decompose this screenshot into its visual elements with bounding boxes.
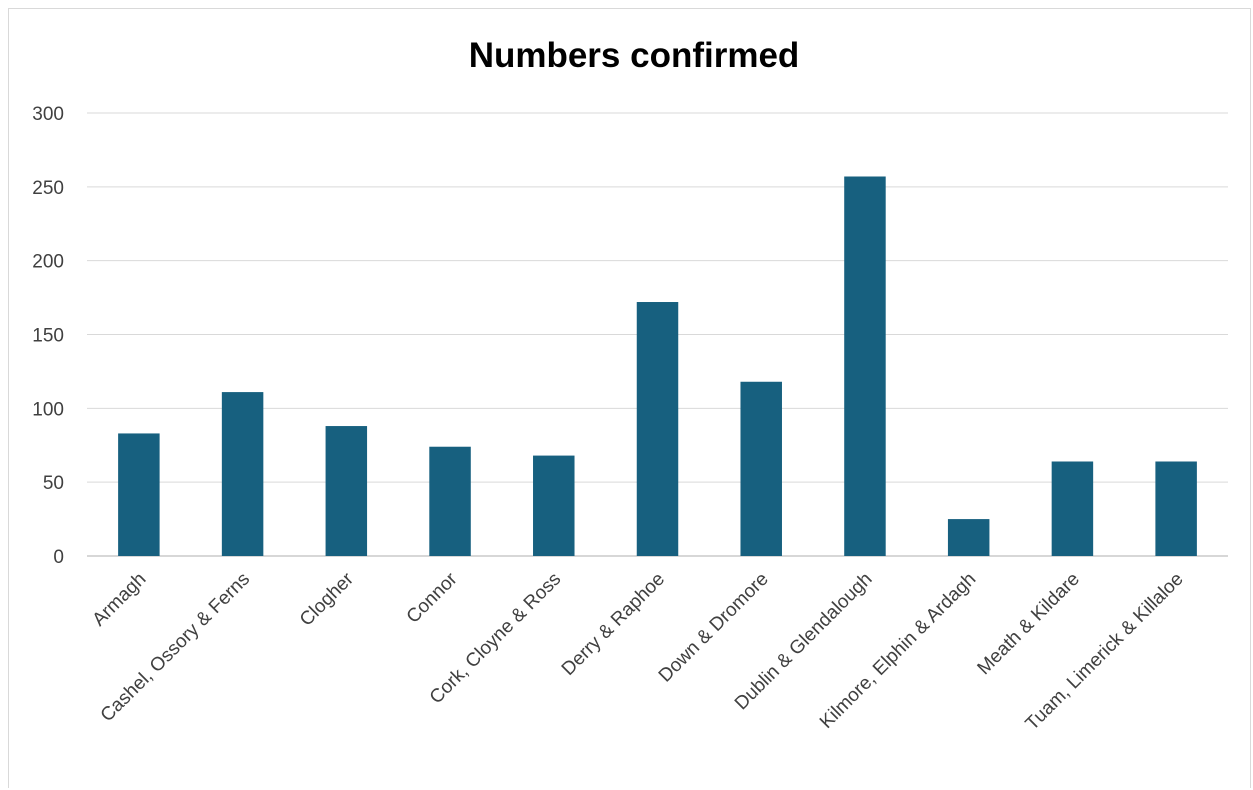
x-tick-label: Derry & Raphoe <box>558 569 669 680</box>
chart-title: Numbers confirmed <box>469 36 800 75</box>
x-tick-label: Clogher <box>296 568 358 630</box>
bar <box>429 446 471 556</box>
y-tick-label: 300 <box>32 104 64 125</box>
y-tick-label: 150 <box>32 326 64 347</box>
bar <box>1051 461 1094 556</box>
x-tick-label: Connor <box>403 568 462 627</box>
bar <box>533 455 575 556</box>
bar <box>1155 461 1197 556</box>
y-tick-label: 250 <box>32 178 64 199</box>
bar <box>325 426 368 556</box>
bar <box>844 176 886 556</box>
x-tick-label: Armagh <box>89 569 151 631</box>
x-tick-label: Down & Dromore <box>655 569 773 687</box>
y-tick-label: 200 <box>32 252 64 273</box>
bar <box>740 381 782 556</box>
bars <box>118 176 1197 556</box>
bar <box>221 392 264 556</box>
y-tick-label: 0 <box>53 547 64 568</box>
bar <box>118 433 160 556</box>
chart-area <box>8 8 1251 788</box>
bar <box>947 519 990 556</box>
y-axis-ticks: 0 50 100 150 200 250 300 <box>32 104 64 568</box>
y-tick-label: 100 <box>32 399 64 420</box>
bar <box>636 302 679 556</box>
y-tick-label: 50 <box>43 473 64 494</box>
x-tick-label: Meath & Kildare <box>974 569 1084 679</box>
